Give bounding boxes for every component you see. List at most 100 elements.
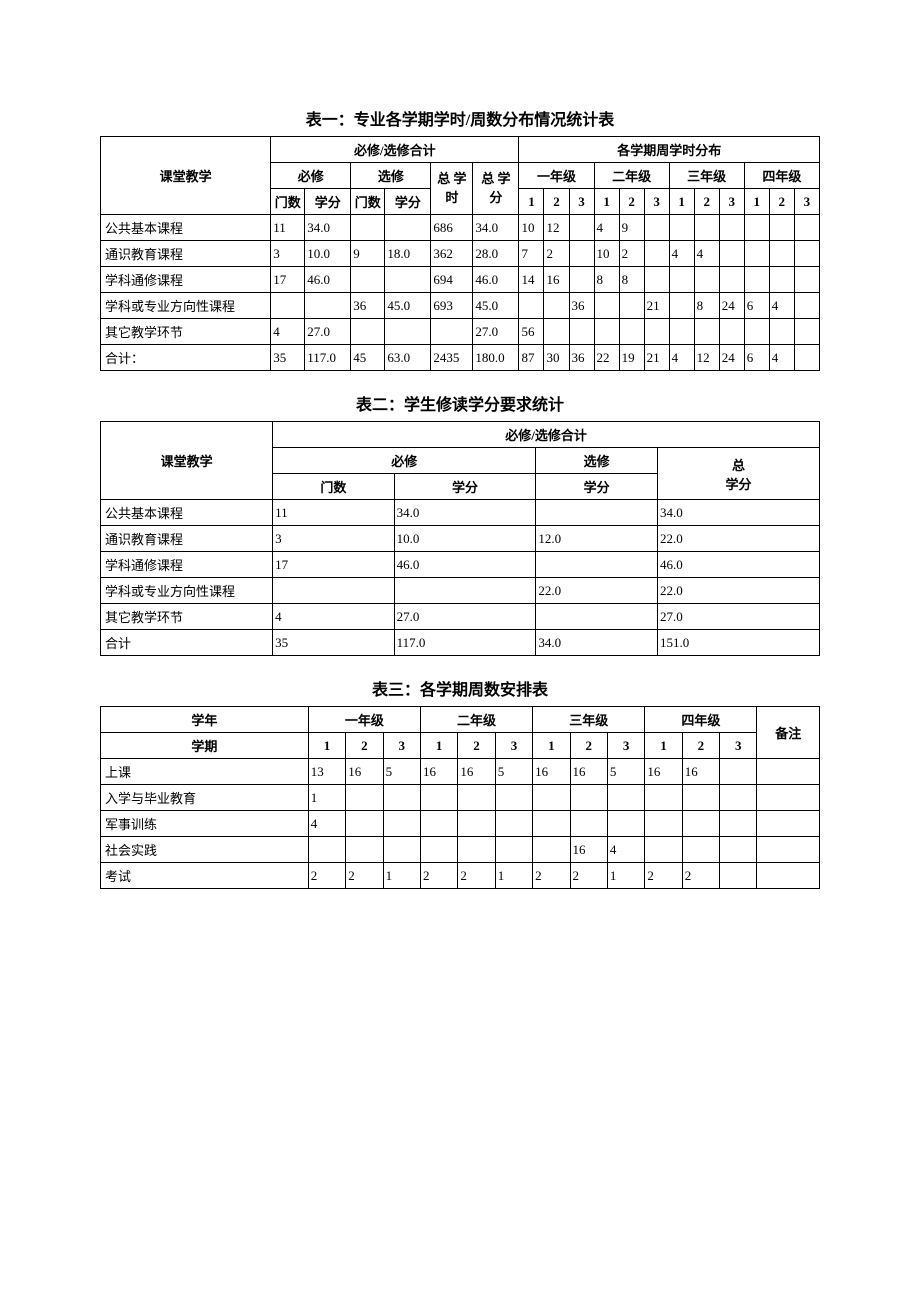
table3-title: 表三：各学期周数安排表 xyxy=(100,676,820,700)
t2-h-total-lbl: 总 xyxy=(732,458,745,473)
table-cell xyxy=(495,785,532,811)
table-cell: 10.0 xyxy=(305,241,351,267)
table-row: 学科通修课程1746.069446.0141688 xyxy=(101,267,820,293)
table-cell: 4 xyxy=(669,345,694,371)
table-cell xyxy=(385,215,431,241)
table-cell xyxy=(757,863,820,889)
table-cell: 2 xyxy=(544,241,569,267)
table-cell xyxy=(385,319,431,345)
table-cell xyxy=(458,837,495,863)
table-cell xyxy=(569,215,594,241)
table-row: 社会实践164 xyxy=(101,837,820,863)
table-cell xyxy=(644,241,669,267)
table-cell: 其它教学环节 xyxy=(101,319,271,345)
table-cell xyxy=(645,811,682,837)
table-cell xyxy=(569,241,594,267)
table-cell: 1 xyxy=(495,863,532,889)
t1-h-y2s1: 1 xyxy=(594,189,619,215)
t3-h-year4: 四年级 xyxy=(645,707,757,733)
t3-h-y3s3: 3 xyxy=(607,733,644,759)
t3-h-year3: 三年级 xyxy=(533,707,645,733)
table-cell: 8 xyxy=(694,293,719,319)
table-cell: 14 xyxy=(519,267,544,293)
table-cell: 4 xyxy=(273,604,395,630)
t3-h-remark: 备注 xyxy=(757,707,820,759)
t3-h-y2s1: 1 xyxy=(420,733,457,759)
table-row: 学科或专业方向性课程22.022.0 xyxy=(101,578,820,604)
table-cell: 16 xyxy=(570,759,607,785)
table-cell: 6 xyxy=(744,293,769,319)
table-cell xyxy=(458,811,495,837)
table-cell xyxy=(744,215,769,241)
t1-h-y1s2: 2 xyxy=(544,189,569,215)
table-cell xyxy=(536,552,658,578)
table-cell xyxy=(769,241,794,267)
table-cell: 10.0 xyxy=(394,526,536,552)
table-cell: 36 xyxy=(351,293,385,319)
t1-h-y3s3: 3 xyxy=(719,189,744,215)
table-cell: 30 xyxy=(544,345,569,371)
table-cell xyxy=(594,319,619,345)
table-cell: 11 xyxy=(273,500,395,526)
table-cell xyxy=(794,293,819,319)
table-cell: 9 xyxy=(351,241,385,267)
table-cell: 7 xyxy=(519,241,544,267)
table-cell: 4 xyxy=(308,811,345,837)
t1-h-req-credits: 学分 xyxy=(305,189,351,215)
t1-h-y2s2: 2 xyxy=(619,189,644,215)
table-cell xyxy=(544,319,569,345)
table-cell: 46.0 xyxy=(394,552,536,578)
table-cell: 2 xyxy=(420,863,457,889)
table-cell xyxy=(794,345,819,371)
t2-h-class: 课堂教学 xyxy=(101,422,273,500)
table-cell: 11 xyxy=(271,215,305,241)
table-cell: 4 xyxy=(594,215,619,241)
table-cell: 公共基本课程 xyxy=(101,500,273,526)
table-cell: 19 xyxy=(619,345,644,371)
table-cell: 34.0 xyxy=(305,215,351,241)
table-cell xyxy=(495,811,532,837)
table-row: 军事训练4 xyxy=(101,811,820,837)
table-cell xyxy=(383,811,420,837)
table-cell xyxy=(619,319,644,345)
table-cell xyxy=(536,604,658,630)
table-cell: 4 xyxy=(769,293,794,319)
table-cell: 36 xyxy=(569,345,594,371)
table-cell xyxy=(619,293,644,319)
table-cell: 362 xyxy=(431,241,473,267)
table-cell: 1 xyxy=(383,863,420,889)
table-cell: 34.0 xyxy=(657,500,819,526)
table-cell: 45.0 xyxy=(385,293,431,319)
t1-h-year3: 三年级 xyxy=(669,163,744,189)
table-cell xyxy=(669,319,694,345)
table3-header-row2: 学期 1 2 3 1 2 3 1 2 3 1 2 3 xyxy=(101,733,820,759)
table-cell xyxy=(570,811,607,837)
t1-h-y3s1: 1 xyxy=(669,189,694,215)
table-cell xyxy=(719,241,744,267)
table-cell xyxy=(794,267,819,293)
table-cell xyxy=(594,293,619,319)
table-cell: 24 xyxy=(719,293,744,319)
table-cell: 22.0 xyxy=(657,578,819,604)
table-cell: 4 xyxy=(669,241,694,267)
table-cell xyxy=(383,837,420,863)
t2-h-req-credits: 学分 xyxy=(394,474,536,500)
t2-h-total-credits: 学分 xyxy=(725,477,751,492)
table-cell xyxy=(607,785,644,811)
table-cell: 17 xyxy=(273,552,395,578)
t1-h-elec-count: 门数 xyxy=(351,189,385,215)
table-cell: 1 xyxy=(607,863,644,889)
table2-title: 表二：学生修读学分要求统计 xyxy=(100,391,820,415)
t1-h-dist: 各学期周学时分布 xyxy=(519,137,820,163)
table-cell: 693 xyxy=(431,293,473,319)
table-cell xyxy=(544,293,569,319)
table-cell: 46.0 xyxy=(305,267,351,293)
table2: 课堂教学 必修/选修合计 必修 选修 总学分 门数 学分 学分 公共基本课程11… xyxy=(100,421,820,656)
table-cell: 学科通修课程 xyxy=(101,552,273,578)
table-cell: 上课 xyxy=(101,759,309,785)
t3-h-year2: 二年级 xyxy=(420,707,532,733)
table-cell: 公共基本课程 xyxy=(101,215,271,241)
table-row: 考试22122122122 xyxy=(101,863,820,889)
table-cell: 16 xyxy=(645,759,682,785)
table-cell xyxy=(495,837,532,863)
